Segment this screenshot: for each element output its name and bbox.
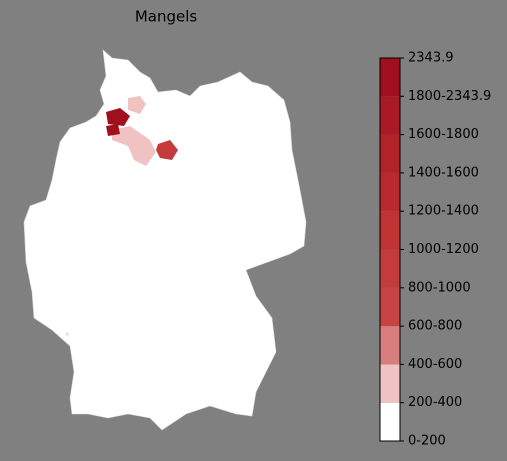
colorbar-label: 600-800 [408,319,462,334]
colorbar-segment [380,96,400,135]
region [66,332,69,336]
region [112,126,156,166]
region [106,124,120,136]
colorbar-label: 1000-1200 [408,242,479,257]
colorbar-segment [380,211,400,250]
region [106,108,130,126]
colorbar-label: 800-1000 [408,280,471,295]
region [128,96,146,114]
colorbar-segment [380,134,400,173]
colorbar-segment [380,249,400,288]
colorbar-label: 0-200 [408,434,446,449]
colorbar-segment [380,402,400,441]
region [156,140,178,160]
colorbar-segment [380,326,400,365]
map-title: Mangels [135,8,198,26]
colorbar-label: 1400-1600 [408,165,479,180]
colorbar-label: 400-600 [408,357,462,372]
colorbar-segment [380,58,400,97]
colorbar-label: 1200-1400 [408,204,479,219]
colorbar-segment [380,287,400,327]
colorbar-segment [380,364,400,403]
colorbar: 0-200 200-400 400-600 600-800 800-1000 1000-1… [379,51,491,449]
colorbar-label: 1600-1800 [408,127,479,142]
colorbar-label: 1800-2343.9 [408,89,491,104]
colorbar-label: 200-400 [408,395,462,410]
colorbar-label: 2343.9 [408,51,454,66]
colorbar-segment [380,172,400,212]
country-outline [23,49,307,431]
map [23,49,307,431]
